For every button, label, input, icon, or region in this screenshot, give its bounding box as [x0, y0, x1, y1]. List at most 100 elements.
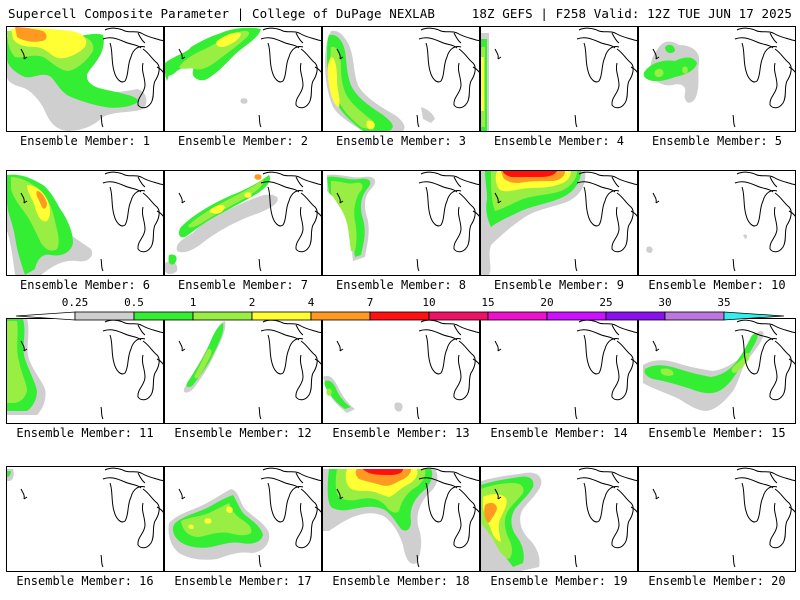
coastline — [336, 192, 344, 204]
legend-swatch — [310, 311, 371, 321]
coastline — [652, 488, 660, 500]
coastline — [741, 42, 778, 83]
coastline — [102, 37, 142, 49]
legend-swatch — [487, 311, 548, 321]
coastline — [425, 186, 462, 227]
coastline — [102, 181, 142, 193]
ensemble-map-panel — [638, 466, 796, 572]
page-title: Supercell Composite Parameter | College … — [8, 6, 436, 21]
ensemble-member-label: Ensemble Member: 15 — [648, 426, 786, 440]
scp-contour-fill — [165, 194, 278, 274]
coastline — [336, 488, 344, 500]
coastline — [453, 340, 476, 401]
ensemble-member-label: Ensemble Member: 18 — [332, 574, 470, 588]
coastline — [425, 482, 462, 523]
scp-contour-fill — [216, 32, 241, 47]
coastline — [100, 258, 104, 272]
map-svg — [323, 319, 479, 420]
coastline — [611, 192, 634, 253]
coastline — [100, 554, 104, 568]
coastline — [611, 488, 634, 549]
legend-swatch — [664, 311, 725, 321]
coastline — [576, 181, 616, 193]
map-svg — [327, 171, 479, 272]
coastline — [295, 324, 304, 336]
scp-contour-fill — [484, 502, 497, 523]
coastline — [416, 258, 420, 272]
legend-swatch — [74, 311, 135, 321]
legend-tick-label: 0.25 — [62, 296, 89, 309]
scp-contour-fill — [646, 234, 748, 253]
coastline — [100, 406, 104, 420]
coastline — [741, 334, 778, 375]
scp-contour-fill — [654, 66, 688, 78]
coastline — [137, 488, 160, 549]
legend-tick-label: 1 — [190, 296, 197, 309]
coastline — [260, 329, 300, 341]
ensemble-map-panel — [480, 26, 638, 132]
ensemble-map-panel — [6, 170, 164, 276]
scp-contour-fill — [188, 506, 233, 529]
map-svg — [481, 27, 637, 131]
coastline — [769, 340, 792, 401]
coastline — [104, 171, 163, 186]
coastline — [267, 334, 304, 375]
coastline — [578, 171, 637, 186]
coastline — [314, 358, 321, 365]
coastline — [295, 472, 304, 484]
coastline — [260, 477, 300, 489]
ensemble-map-panel — [322, 170, 480, 276]
coastline — [788, 66, 795, 73]
coastline — [583, 482, 620, 523]
ensemble-member-label: Ensemble Member: 13 — [332, 426, 470, 440]
ensemble-member-label: Ensemble Member: 17 — [174, 574, 312, 588]
scp-contour-fill — [7, 471, 11, 477]
scp-contour-fill — [331, 181, 363, 251]
map-svg — [165, 27, 321, 128]
coastline — [425, 334, 462, 375]
coastline — [736, 467, 795, 482]
coastline — [20, 488, 28, 500]
coastline — [741, 186, 778, 227]
coastline — [295, 48, 318, 109]
coastline — [416, 114, 420, 128]
coastline — [418, 329, 458, 341]
map-svg — [323, 467, 479, 568]
ensemble-member-label: Ensemble Member: 2 — [177, 134, 309, 148]
coastline — [736, 27, 795, 42]
coastline — [732, 114, 736, 128]
coastline — [109, 334, 146, 375]
legend-swatch — [192, 311, 253, 321]
scp-contour-fill — [181, 503, 252, 537]
coastline — [652, 48, 660, 60]
scp-contour-fill — [240, 98, 248, 104]
coastline — [576, 37, 616, 49]
coastline — [494, 488, 502, 500]
coastline — [416, 554, 420, 568]
ensemble-map-panel — [6, 318, 164, 424]
ensemble-member-label: Ensemble Member: 12 — [174, 426, 312, 440]
ensemble-member-label: Ensemble Member: 10 — [648, 278, 786, 292]
coastline — [137, 324, 146, 336]
scp-contour-fill — [330, 46, 375, 129]
scp-contour-fill — [11, 177, 59, 251]
scp-contour-fill — [186, 323, 224, 388]
coastline — [574, 406, 578, 420]
coastline — [104, 27, 163, 42]
coastline — [137, 176, 146, 188]
run-valid-time: 18Z GEFS | F258 Valid: 12Z TUE JUN 17 20… — [471, 6, 792, 21]
coastline — [336, 340, 344, 352]
ensemble-member-label: Ensemble Member: 7 — [177, 278, 309, 292]
map-svg — [643, 319, 795, 420]
ensemble-map-panel — [322, 318, 480, 424]
coastline — [574, 554, 578, 568]
coastline — [734, 37, 774, 49]
coastline — [420, 171, 479, 186]
ensemble-map-panel — [480, 170, 638, 276]
coastline — [494, 48, 502, 60]
coastline — [769, 472, 778, 484]
coastline — [769, 324, 778, 336]
coastline — [583, 42, 620, 83]
ensemble-map-panel — [164, 170, 322, 276]
coastline — [20, 192, 28, 204]
